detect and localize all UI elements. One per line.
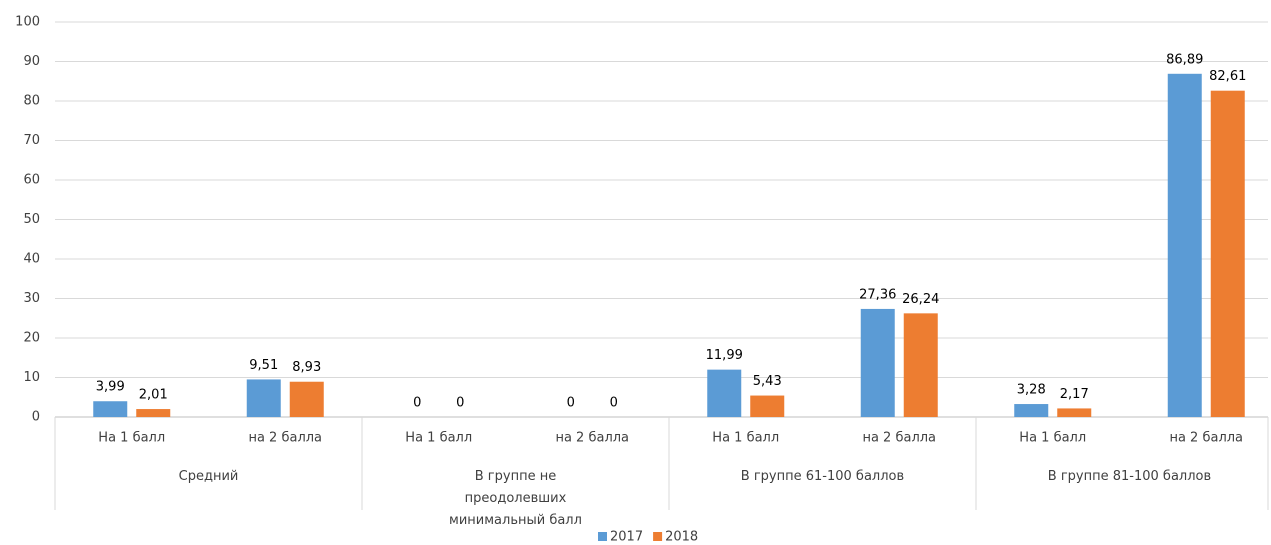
- bar: [93, 401, 128, 417]
- legend-label: 2017: [610, 530, 643, 545]
- y-tick-label: 60: [23, 173, 40, 188]
- data-label: 2,01: [139, 388, 168, 403]
- y-tick-label: 50: [23, 212, 40, 227]
- data-label: 0: [610, 396, 618, 411]
- bar: [1210, 90, 1245, 418]
- data-label: 11,99: [706, 348, 743, 363]
- data-label: 27,36: [859, 287, 896, 302]
- legend-swatch: [598, 532, 607, 541]
- x-tick-label: На 1 балл: [1019, 431, 1086, 446]
- y-tick-label: 100: [15, 15, 40, 30]
- x-tick-label: на 2 балла: [862, 431, 936, 446]
- bar: [136, 409, 171, 417]
- y-tick-label: 90: [23, 54, 40, 69]
- y-tick-label: 20: [23, 331, 40, 346]
- y-tick-label: 10: [23, 370, 40, 385]
- bar: [860, 308, 895, 417]
- bar: [1057, 408, 1092, 417]
- data-label: 26,24: [902, 292, 939, 307]
- bar: [1167, 73, 1202, 418]
- data-label: 2,17: [1060, 387, 1089, 402]
- bar: [289, 381, 324, 417]
- bar: [707, 369, 742, 417]
- bar: [246, 379, 281, 417]
- x-tick-label: На 1 балл: [405, 431, 472, 446]
- y-tick-label: 80: [23, 94, 40, 109]
- data-label: 0: [413, 396, 421, 411]
- x-tick-label: на 2 балла: [248, 431, 322, 446]
- data-label: 5,43: [753, 374, 782, 389]
- group-label: В группе не преодолевших минимальный бал…: [449, 469, 582, 528]
- group-label: В группе 81-100 баллов: [1047, 469, 1212, 484]
- data-label: 3,28: [1017, 383, 1046, 398]
- data-label: 0: [456, 396, 464, 411]
- group-label: Средний: [178, 469, 239, 484]
- data-label: 0: [567, 396, 575, 411]
- y-tick-label: 40: [23, 252, 40, 267]
- x-tick-label: На 1 балл: [712, 431, 779, 446]
- bar: [1014, 404, 1049, 417]
- data-label: 9,51: [249, 358, 278, 373]
- data-label: 8,93: [292, 360, 321, 375]
- y-tick-label: 30: [23, 291, 40, 306]
- x-tick-label: На 1 балл: [98, 431, 165, 446]
- data-label: 82,61: [1209, 69, 1246, 84]
- bar: [903, 313, 938, 417]
- y-tick-label: 0: [32, 410, 40, 425]
- bar: [750, 395, 785, 417]
- legend-label: 2018: [665, 530, 698, 545]
- legend-swatch: [653, 532, 663, 541]
- group-label: В группе 61-100 баллов: [740, 469, 905, 484]
- x-tick-label: на 2 балла: [1169, 431, 1243, 446]
- data-label: 3,99: [96, 380, 125, 395]
- y-tick-label: 70: [23, 133, 40, 148]
- data-label: 86,89: [1166, 52, 1203, 67]
- x-tick-label: на 2 балла: [555, 431, 629, 446]
